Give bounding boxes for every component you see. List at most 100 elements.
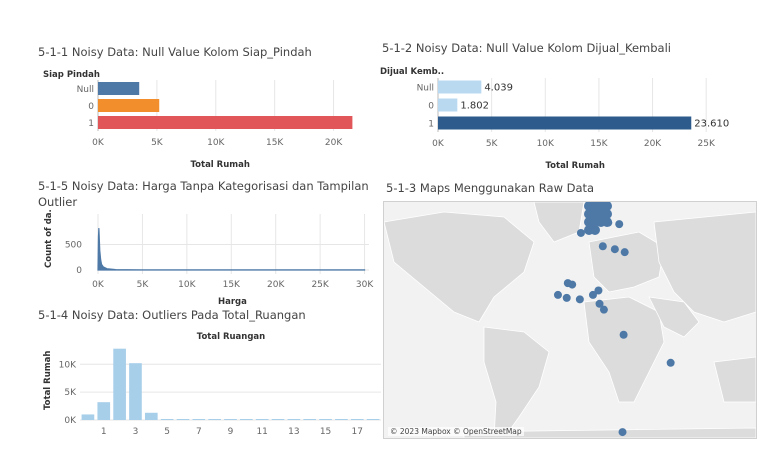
x-tick-label: 10K <box>178 280 196 290</box>
x-tick-label: 17 <box>352 427 363 437</box>
y-axis-title: Total Rumah <box>43 351 53 410</box>
bar <box>240 419 253 420</box>
y-tick-label: 0K <box>64 416 77 426</box>
bar <box>303 419 317 420</box>
map-point[interactable] <box>588 290 597 299</box>
world-map[interactable] <box>384 202 756 438</box>
map-point[interactable] <box>615 220 624 229</box>
x-tick-label: 0K <box>432 139 445 149</box>
bar <box>192 419 206 420</box>
x-axis-title: Harga <box>218 297 247 307</box>
y-axis-title: Count of da.. <box>44 210 54 268</box>
x-tick-label: 13 <box>288 427 299 437</box>
x-tick-label: 9 <box>228 427 234 437</box>
bar <box>113 348 126 420</box>
map-point[interactable] <box>610 245 619 254</box>
bar <box>366 419 380 420</box>
x-tick-label: 15 <box>320 427 331 437</box>
chart-dijual-kembali[interactable]: Dijual Kemb.. 0K 5K 10K 15K 20K 25K Null 4.039 0 1… <box>378 58 758 173</box>
x-tick-label: 5K <box>151 138 164 148</box>
bar <box>98 82 140 95</box>
bar <box>176 419 190 420</box>
x-tick-label: 25K <box>698 139 716 149</box>
map-point[interactable] <box>562 293 571 302</box>
map-point[interactable] <box>598 242 607 251</box>
category-label: 1 <box>88 119 94 129</box>
map-point-cluster[interactable] <box>602 217 612 227</box>
x-tick-label: 25K <box>311 280 329 290</box>
bar <box>160 419 174 420</box>
x-tick-label: 1 <box>101 427 107 437</box>
map-point[interactable] <box>553 290 562 299</box>
panel-title-harga-line1: 5-1-5 Noisy Data: Harga Tanpa Kategorisa… <box>38 179 369 193</box>
x-tick-label: 0K <box>92 138 105 148</box>
map-point[interactable] <box>594 286 603 295</box>
x-tick-label: 15K <box>223 280 241 290</box>
x-tick-label: 5K <box>486 139 499 149</box>
area-series <box>97 228 366 271</box>
map-point[interactable] <box>619 330 628 339</box>
bar <box>129 363 142 420</box>
category-label: Null <box>77 85 94 95</box>
chart-title: Total Ruangan <box>197 332 265 342</box>
x-tick-label: 7 <box>196 427 202 437</box>
map-point[interactable] <box>563 279 572 288</box>
bar <box>144 412 158 420</box>
bar <box>335 419 348 420</box>
bar <box>438 98 458 112</box>
x-tick-label: 10K <box>537 139 555 149</box>
map-point[interactable] <box>595 299 604 308</box>
bar <box>208 419 221 420</box>
x-tick-label: 30K <box>356 280 374 290</box>
map-view[interactable]: © 2023 Mapbox © OpenStreetMap <box>383 201 757 439</box>
bar <box>224 419 237 420</box>
y-tick-label: 0 <box>76 266 82 276</box>
y-tick-label: 500 <box>65 240 82 250</box>
map-point-cluster[interactable] <box>602 202 612 211</box>
category-label: Null <box>417 84 434 94</box>
panel-title-maps: 5-1-3 Maps Menggunakan Raw Data <box>386 181 595 195</box>
y-tick-label: 5K <box>64 388 77 398</box>
map-point[interactable] <box>620 248 629 257</box>
bar <box>350 419 364 420</box>
map-point[interactable] <box>618 428 627 437</box>
bar <box>319 419 332 420</box>
x-tick-label: 11 <box>256 427 267 437</box>
map-point[interactable] <box>666 358 675 367</box>
x-tick-label: 5 <box>164 427 170 437</box>
x-axis-title: Total Rumah <box>191 160 250 170</box>
x-tick-label: 15K <box>266 138 284 148</box>
category-label: 0 <box>428 102 434 112</box>
map-credit: © 2023 Mapbox © OpenStreetMap <box>388 427 524 436</box>
map-point[interactable] <box>599 305 608 314</box>
chart-harga[interactable]: 0K 5K 10K 15K 20K 25K 30K 0 500 Count of da.. Harg… <box>38 210 383 310</box>
chart-siap-pindah[interactable]: Siap Pindah 0K 5K 10K 15K 20K Null 0 1 Total Ruma… <box>38 62 378 177</box>
panel-title-harga-line2: Outlier <box>38 195 78 209</box>
x-tick-label: 0K <box>92 280 105 290</box>
map-point[interactable] <box>575 295 584 304</box>
bar <box>287 419 301 420</box>
bar <box>255 419 269 420</box>
map-point[interactable] <box>576 228 585 237</box>
map-point-cluster[interactable] <box>590 225 600 235</box>
x-tick-label: 15K <box>590 139 608 149</box>
x-tick-label: 20K <box>325 138 343 148</box>
data-label: 1.802 <box>460 101 489 112</box>
category-label: 0 <box>88 102 94 112</box>
bar <box>438 80 482 94</box>
panel-title-siap-pindah: 5-1-1 Noisy Data: Null Value Kolom Siap_… <box>38 45 312 59</box>
panel-title-dijual-kembali: 5-1-2 Noisy Data: Null Value Kolom Dijua… <box>382 41 671 55</box>
bar <box>438 116 692 130</box>
map-point-cluster[interactable] <box>602 209 612 219</box>
map-points[interactable] <box>553 202 675 437</box>
bar <box>271 419 285 420</box>
panel-title-total-ruangan: 5-1-4 Noisy Data: Outliers Pada Total_Ru… <box>38 308 306 322</box>
bar <box>81 414 95 420</box>
row-header: Siap Pindah <box>43 70 100 80</box>
category-label: 1 <box>428 120 434 130</box>
data-label: 4.039 <box>484 83 513 94</box>
row-header: Dijual Kemb.. <box>380 67 444 77</box>
x-tick-label: 10K <box>207 138 225 148</box>
bar <box>98 99 160 112</box>
